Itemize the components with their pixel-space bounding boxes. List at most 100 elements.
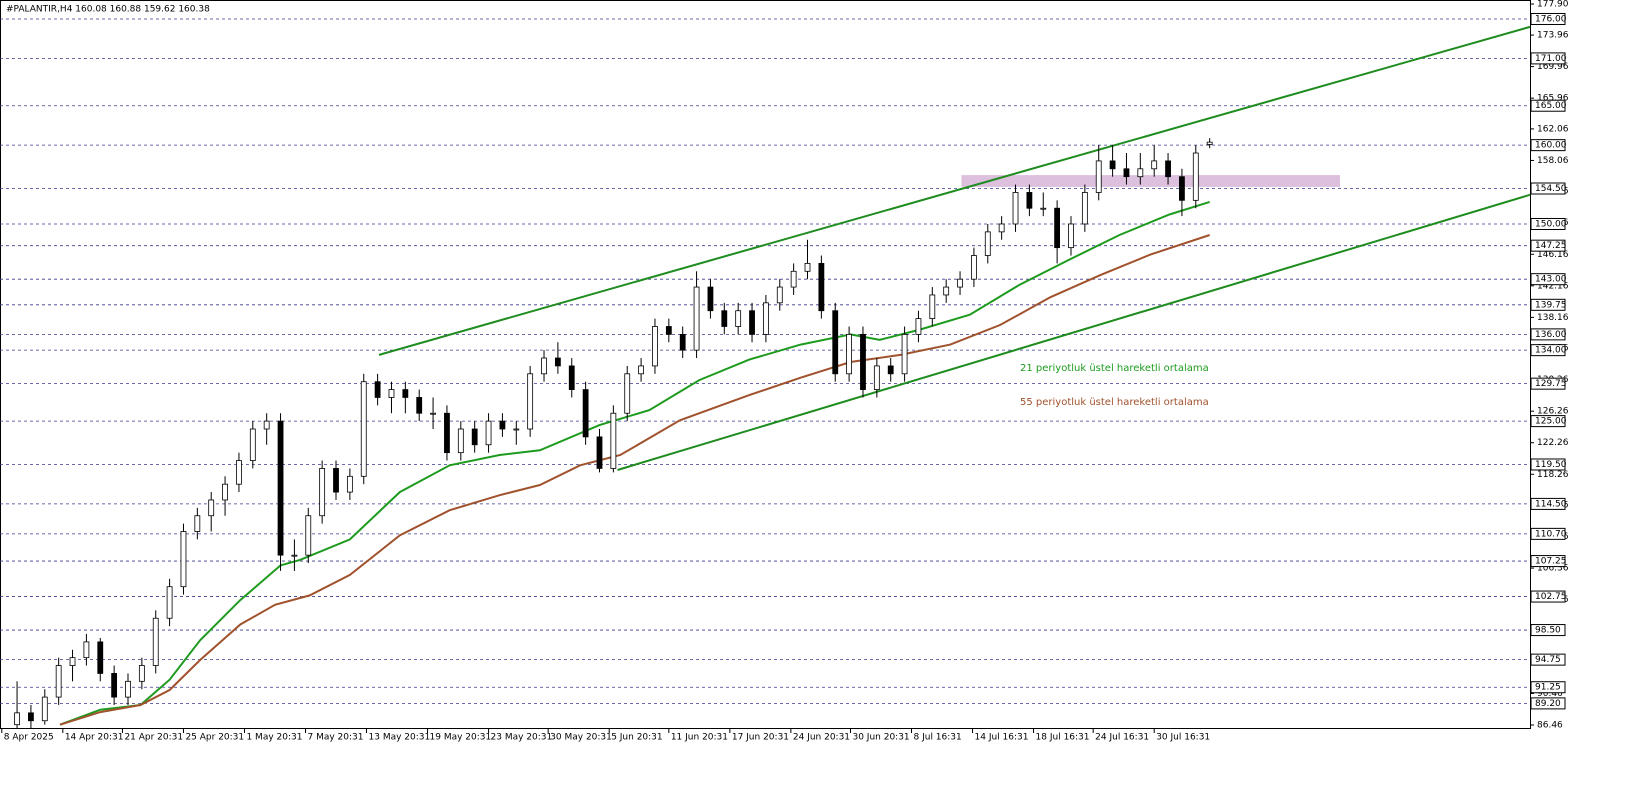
candle-body [693, 286, 700, 351]
level-label: 160.00 [1535, 141, 1567, 151]
x-tick-label: 17 Jun 20:31 [732, 733, 789, 743]
candle-body [152, 617, 159, 666]
candle-body [97, 641, 104, 674]
candle-body [929, 294, 936, 320]
candle-body [402, 389, 409, 398]
level-box [1530, 139, 1566, 152]
candle-body [499, 420, 506, 430]
level-label: 154.50 [1535, 184, 1567, 194]
candle-body [638, 365, 644, 375]
candle-body [263, 420, 270, 430]
level-box [1530, 497, 1566, 510]
candle-body [513, 428, 520, 431]
level-box [1530, 328, 1566, 341]
candle-body [1206, 141, 1213, 145]
candle-body [346, 475, 353, 493]
level-label: 134.00 [1535, 346, 1567, 356]
candle-body [860, 333, 866, 390]
candle-body [471, 428, 478, 446]
candle-body [582, 389, 589, 438]
y-tick-label: 90.46 [1537, 689, 1563, 699]
ema-line [59, 200, 1210, 726]
level-box [1530, 555, 1566, 568]
candle-body [971, 255, 977, 280]
trend-line [378, 25, 1531, 356]
ema-label: 55 periyotluk üstel hareketli ortalama [1020, 397, 1209, 408]
candle-body [1137, 168, 1144, 178]
y-tick-label: 86.46 [1537, 721, 1563, 731]
level-box [1530, 681, 1566, 694]
candle-body [374, 381, 381, 398]
candle-body [55, 665, 62, 698]
candle-body [901, 333, 908, 375]
level-box [1530, 624, 1566, 637]
candle-body [1165, 160, 1171, 178]
candle-body [1040, 207, 1047, 210]
level-box [1530, 344, 1566, 357]
candle-body [568, 365, 575, 390]
level-label: 89.20 [1535, 699, 1561, 709]
candle-body [915, 318, 922, 335]
candle-body [596, 436, 603, 469]
level-label: 114.50 [1535, 499, 1567, 509]
level-box [1530, 590, 1566, 603]
level-label: 98.50 [1535, 626, 1561, 636]
candle-body [749, 310, 755, 335]
y-tick-label: 177.90 [1537, 0, 1569, 10]
zone [961, 175, 1341, 187]
candle-body [943, 286, 950, 296]
candle-body [1068, 223, 1074, 249]
candle-body [1054, 207, 1061, 249]
ema-line [59, 234, 1211, 726]
candle-body [1151, 160, 1158, 170]
candle-body [763, 302, 769, 335]
candle-body [138, 665, 145, 682]
candle-body [1095, 160, 1102, 193]
level-box [1530, 239, 1566, 252]
candle-body [416, 397, 423, 414]
y-tick-label: 169.96 [1537, 62, 1569, 72]
level-label: 107.25 [1535, 557, 1567, 567]
y-tick-label: 122.26 [1537, 438, 1569, 448]
candle-body [485, 420, 492, 446]
level-box [1530, 273, 1566, 286]
y-tick-label: 126.26 [1537, 407, 1569, 417]
candle-body [1081, 192, 1088, 225]
candle-body [735, 310, 742, 327]
candle-body [873, 365, 880, 390]
trend-line [617, 193, 1531, 471]
candle-body [222, 483, 228, 501]
y-tick-label: 158.06 [1537, 156, 1569, 166]
candle-body [624, 373, 631, 414]
level-box [1530, 12, 1566, 25]
candle-body [180, 531, 187, 588]
candle-body [388, 389, 395, 398]
candle-body [665, 326, 672, 335]
candle-body [721, 310, 728, 327]
x-tick-label: 13 May 20:31 [369, 733, 431, 743]
x-tick-label: 23 May 20:31 [491, 733, 553, 743]
candle-body [1179, 176, 1185, 201]
x-tick-label: 14 Jul 16:31 [975, 733, 1029, 743]
plot-frame [0, 0, 1531, 729]
level-box [1530, 527, 1566, 540]
x-tick-label: 24 Jun 20:31 [793, 733, 850, 743]
y-tick-label: 142.16 [1537, 281, 1569, 291]
level-box [1530, 653, 1566, 666]
x-tick-label: 30 Jun 20:31 [852, 733, 909, 743]
x-tick-label: 30 May 20:31 [550, 733, 612, 743]
x-tick-label: 18 Jul 16:31 [1036, 733, 1090, 743]
candle-body [236, 460, 242, 485]
level-label: 91.25 [1535, 683, 1561, 693]
candle-body [111, 673, 118, 698]
candle-body [679, 333, 686, 351]
candle-body [1026, 192, 1033, 209]
candle-body [1123, 168, 1130, 178]
ema-label: 21 periyotluk üstel hareketli ortalama [1020, 363, 1209, 374]
level-box [1530, 298, 1566, 311]
candle-body [998, 223, 1005, 233]
candle-body [69, 657, 76, 666]
candle-body [305, 515, 312, 556]
candle-body [804, 263, 811, 272]
